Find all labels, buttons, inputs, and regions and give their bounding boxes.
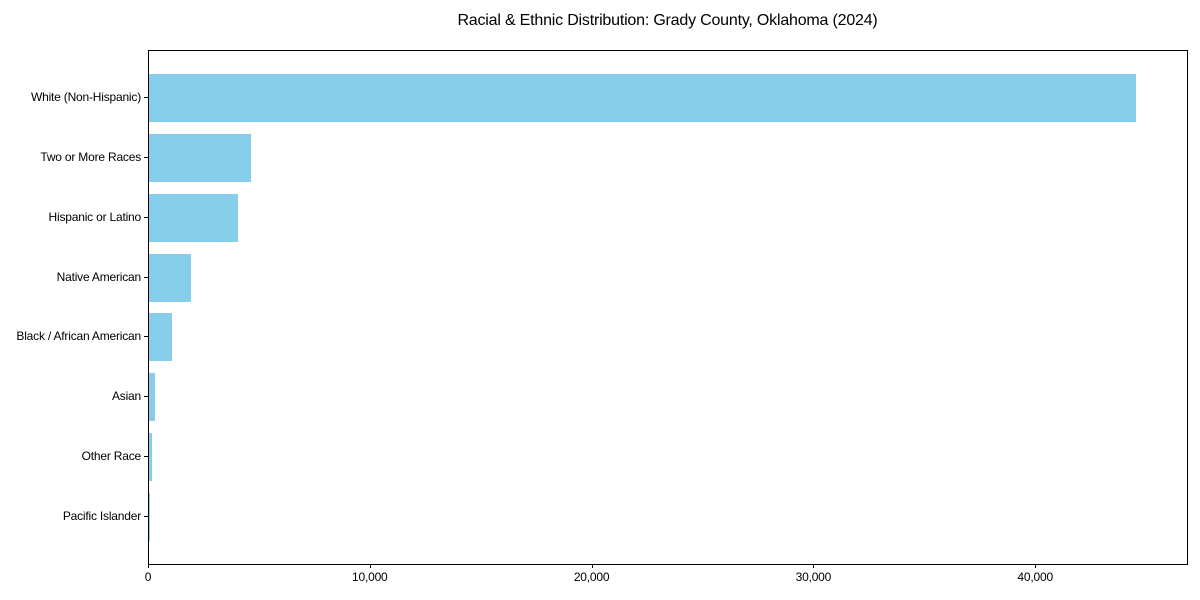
category-label-two-or-more-races: Two or More Races [40, 149, 141, 164]
y-tick-mark [144, 156, 148, 158]
bar-hispanic-or-latino [149, 193, 238, 242]
x-tick-mark [813, 564, 815, 568]
category-label-pacific-islander: Pacific Islander [62, 509, 141, 523]
x-tick-label: 40,000 [1017, 570, 1053, 584]
bar-white-non-hispanic [149, 74, 1136, 122]
chart-title: Racial & Ethnic Distribution: Grady Coun… [457, 12, 878, 29]
bar-black-african-american [149, 313, 173, 362]
x-tick-label: 20,000 [573, 570, 610, 584]
plot-area [148, 50, 1188, 565]
y-tick-mark [144, 396, 148, 398]
bar-other-race [149, 433, 153, 482]
y-tick-mark [144, 336, 148, 338]
y-tick-mark [144, 276, 148, 278]
category-label-white-non-hispanic: White (Non-Hispanic) [30, 90, 141, 104]
x-tick-label: 10,000 [352, 570, 388, 584]
category-label-other-race: Other Race [81, 449, 142, 464]
bar-asian [149, 373, 155, 422]
category-label-hispanic-or-latino: Hispanic or Latino [48, 209, 142, 224]
x-tick-mark [1035, 564, 1037, 568]
x-tick-label: 0 [144, 570, 152, 584]
x-tick-label: 30,000 [795, 570, 832, 584]
category-label-asian: Asian [111, 389, 141, 404]
y-tick-mark [144, 216, 148, 218]
bar-native-american [149, 253, 192, 302]
bar-two-or-more-races [149, 133, 252, 182]
y-tick-mark [144, 516, 148, 517]
x-tick-mark [591, 564, 593, 568]
x-tick-mark [148, 564, 149, 568]
y-tick-mark [144, 97, 148, 98]
category-label-black-african-american: Black / African American [16, 329, 141, 344]
x-tick-mark [369, 564, 371, 568]
category-label-native-american: Native American [56, 269, 142, 284]
y-tick-mark [144, 456, 148, 458]
bar-pacific-islander [149, 493, 150, 541]
